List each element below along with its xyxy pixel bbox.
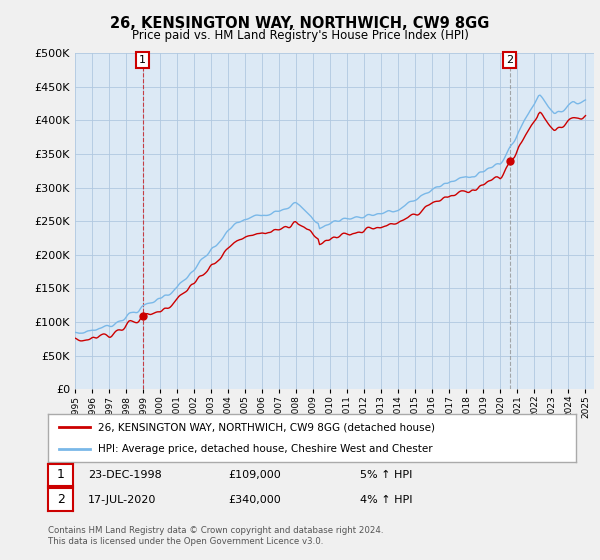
Text: 2: 2 xyxy=(506,55,513,65)
Text: £340,000: £340,000 xyxy=(228,494,281,505)
Text: 1: 1 xyxy=(56,468,65,482)
Text: £109,000: £109,000 xyxy=(228,470,281,480)
Text: HPI: Average price, detached house, Cheshire West and Chester: HPI: Average price, detached house, Ches… xyxy=(98,444,433,454)
Text: 2: 2 xyxy=(56,493,65,506)
Text: 1: 1 xyxy=(139,55,146,65)
Text: 23-DEC-1998: 23-DEC-1998 xyxy=(88,470,162,480)
Text: 5% ↑ HPI: 5% ↑ HPI xyxy=(360,470,412,480)
Text: 26, KENSINGTON WAY, NORTHWICH, CW9 8GG: 26, KENSINGTON WAY, NORTHWICH, CW9 8GG xyxy=(110,16,490,31)
Text: Contains HM Land Registry data © Crown copyright and database right 2024.
This d: Contains HM Land Registry data © Crown c… xyxy=(48,526,383,546)
Text: Price paid vs. HM Land Registry's House Price Index (HPI): Price paid vs. HM Land Registry's House … xyxy=(131,29,469,42)
Text: 26, KENSINGTON WAY, NORTHWICH, CW9 8GG (detached house): 26, KENSINGTON WAY, NORTHWICH, CW9 8GG (… xyxy=(98,422,435,432)
Text: 17-JUL-2020: 17-JUL-2020 xyxy=(88,494,157,505)
Text: 4% ↑ HPI: 4% ↑ HPI xyxy=(360,494,413,505)
